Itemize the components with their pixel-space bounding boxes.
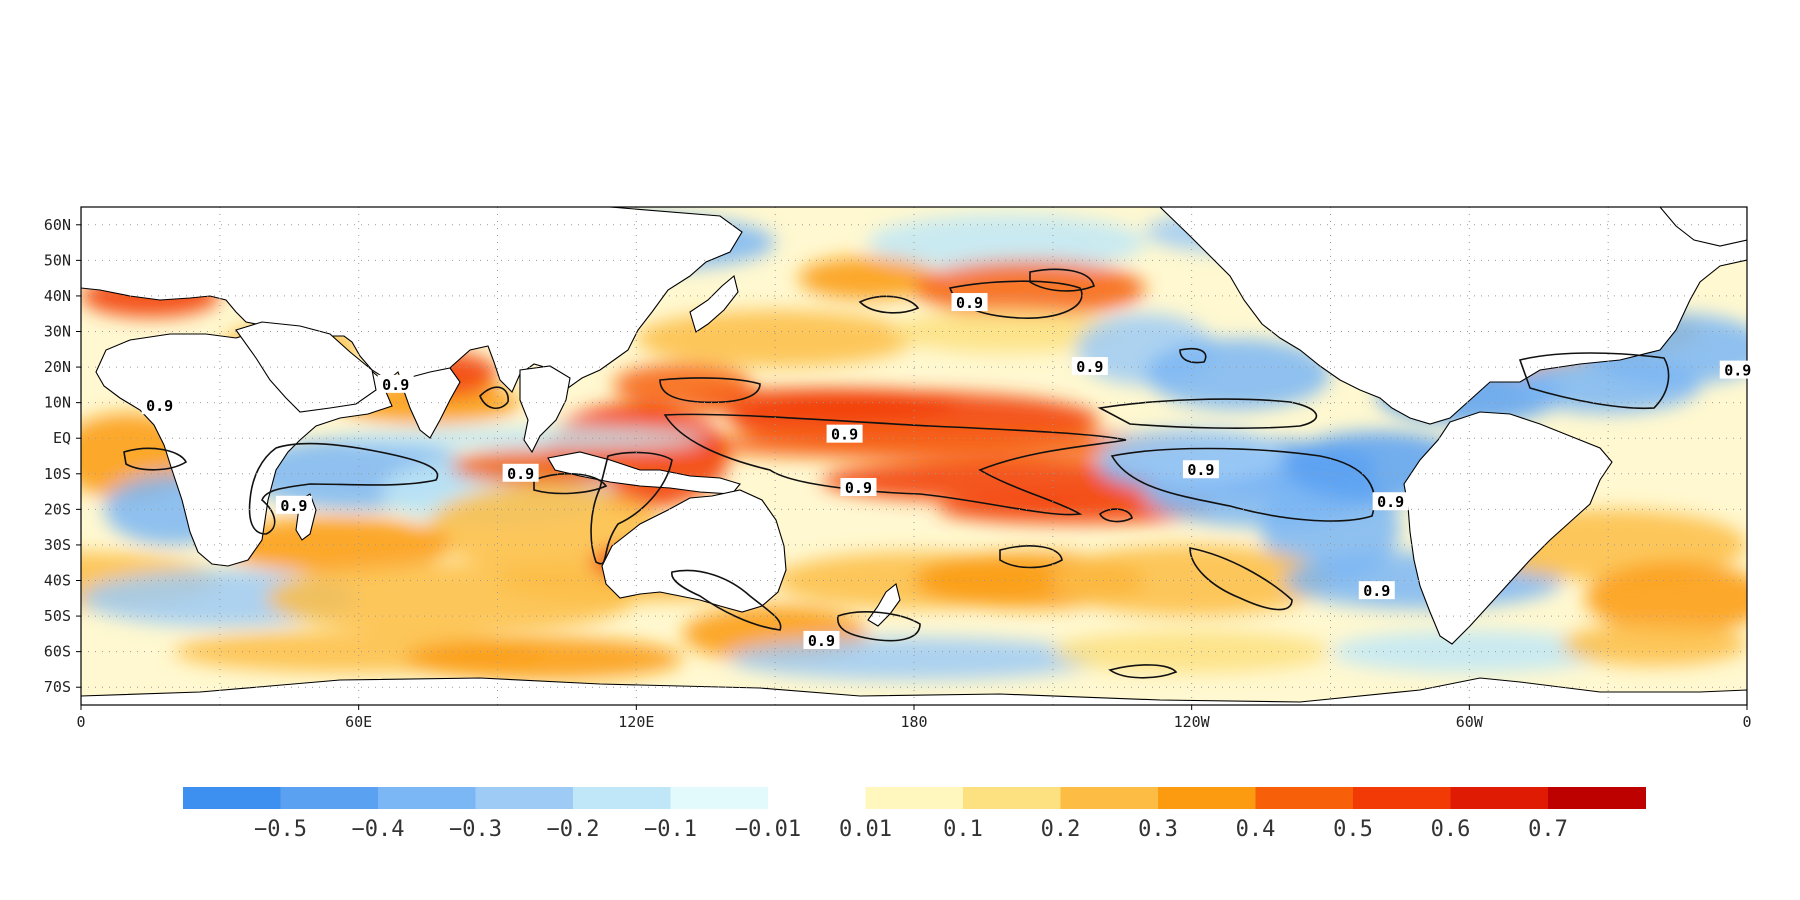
colorbar-swatch bbox=[1548, 787, 1646, 809]
contour-label: 0.9 bbox=[141, 396, 178, 415]
map-panel: 0.9 0.9 0.9 0.9 0.9 0.9 0.9 0.9 0.9 0.9 0.9 0.90.9 … bbox=[44, 206, 1756, 731]
greenland-landmass bbox=[1659, 207, 1747, 247]
contour-label: 0.9 bbox=[1358, 581, 1395, 600]
australia-landmass bbox=[601, 489, 787, 613]
new-zealand-islands bbox=[867, 583, 901, 627]
colorbar-swatch bbox=[1353, 787, 1451, 809]
lat-tick-label: 30N bbox=[44, 323, 71, 341]
contour-label: 0.9 bbox=[840, 478, 877, 497]
lat-tick-label: 50S bbox=[44, 607, 71, 625]
japan-islands bbox=[689, 275, 739, 333]
colorbar-swatch bbox=[1255, 787, 1354, 809]
longitude-axis: 0 60E 120E 180 120W 60W 0 bbox=[76, 705, 1752, 731]
lon-tick-label: 60E bbox=[345, 713, 372, 731]
colorbar-label: −0.4 bbox=[352, 817, 405, 842]
colorbar-swatch bbox=[1060, 787, 1159, 809]
continents bbox=[81, 207, 1747, 705]
svg-text:0.9: 0.9 bbox=[1363, 582, 1390, 600]
contour-label: 0.9 bbox=[1372, 492, 1409, 511]
colorbar-label: −0.2 bbox=[547, 817, 600, 842]
svg-text:0.9: 0.9 bbox=[1377, 493, 1404, 511]
lat-tick-label: 60N bbox=[44, 216, 71, 234]
colorbar-label: 0.6 bbox=[1431, 817, 1471, 842]
lat-tick-label: 30S bbox=[44, 536, 71, 554]
svg-text:0.9: 0.9 bbox=[956, 294, 983, 312]
svg-text:0.9: 0.9 bbox=[507, 465, 534, 483]
colorbar-label: −0.5 bbox=[254, 817, 307, 842]
lat-tick-label: 70S bbox=[44, 678, 71, 696]
colorbar-swatch bbox=[475, 787, 574, 809]
colorbar-label: −0.01 bbox=[735, 817, 801, 842]
lat-tick-label: 40S bbox=[44, 572, 71, 590]
contour-label: 0.9 bbox=[826, 424, 863, 444]
colorbar-swatch bbox=[1450, 787, 1549, 809]
lat-tick-label: 20S bbox=[44, 500, 71, 518]
colorbar-label: 0.1 bbox=[943, 817, 983, 842]
lat-tick-label: EQ bbox=[53, 429, 71, 447]
lat-tick-label: 40N bbox=[44, 287, 71, 305]
svg-text:0.9: 0.9 bbox=[280, 497, 307, 515]
colorbar-swatch bbox=[280, 787, 379, 809]
colorbar-label: −0.1 bbox=[644, 817, 697, 842]
contour-label: 0.9 bbox=[951, 293, 988, 312]
colorbar-swatch bbox=[865, 787, 964, 809]
colorbar-label: 0.2 bbox=[1041, 817, 1081, 842]
lon-tick-label: 120W bbox=[1174, 713, 1211, 731]
lat-tick-label: 10S bbox=[44, 465, 71, 483]
contour-lines bbox=[123, 268, 1670, 679]
contour-labels: 0.9 0.9 0.9 0.9 0.9 0.9 0.9 0.9 0.9 0.9 0.9 0.9 0.9 bbox=[141, 293, 1756, 650]
colorbar-swatch bbox=[378, 787, 476, 809]
colorbar-label: 0.5 bbox=[1333, 817, 1373, 842]
contour-label: 0.9 bbox=[803, 630, 840, 650]
lat-tick-label: 10N bbox=[44, 394, 71, 412]
south-america-landmass bbox=[1403, 411, 1613, 645]
colorbar-label: 0.01 bbox=[839, 817, 892, 842]
colorbar: −0.5 −0.4 −0.3 −0.2 −0.1 −0.01 0.01 0.1 0.2 0.3 0.… bbox=[183, 787, 1646, 842]
gridlines bbox=[80, 207, 1748, 705]
colorbar-swatch bbox=[768, 787, 866, 809]
lon-tick-label: 0 bbox=[76, 713, 85, 731]
lat-tick-label: 60S bbox=[44, 643, 71, 661]
colorbar-swatch bbox=[573, 787, 671, 809]
colorbar-label: −0.3 bbox=[449, 817, 502, 842]
svg-text:0.9: 0.9 bbox=[845, 479, 872, 497]
svg-text:0.9: 0.9 bbox=[808, 632, 835, 650]
svg-text:0.9: 0.9 bbox=[1187, 461, 1214, 479]
colorbar-swatches bbox=[183, 787, 1646, 809]
indochina-landmass bbox=[519, 365, 571, 454]
svg-text:0.9: 0.9 bbox=[1724, 362, 1751, 380]
north-america-landmass bbox=[1159, 207, 1747, 425]
contour-label: 0.9 bbox=[502, 463, 539, 483]
maritime-continent-islands bbox=[547, 451, 741, 495]
svg-text:0.9: 0.9 bbox=[382, 376, 409, 394]
india-landmass bbox=[399, 367, 461, 439]
contour-label: 0.9 bbox=[1071, 357, 1108, 376]
lat-tick-label: 50N bbox=[44, 251, 71, 269]
antarctica-coast bbox=[81, 677, 1747, 705]
svg-text:0.9: 0.9 bbox=[146, 397, 173, 415]
contour-label: 0.9 bbox=[377, 374, 414, 394]
svg-text:0.9: 0.9 bbox=[1076, 358, 1103, 376]
colorbar-label: 0.4 bbox=[1236, 817, 1276, 842]
lon-tick-label: 60W bbox=[1456, 713, 1484, 731]
latitude-axis: 60N 50N 40N 30N 20N 10N EQ 10S 20S 30S 40S 50S 60S 70… bbox=[44, 216, 81, 696]
colorbar-labels: −0.5 −0.4 −0.3 −0.2 −0.1 −0.01 0.01 0.1 0.2 0.3 0.… bbox=[254, 817, 1568, 842]
colorbar-swatch bbox=[183, 787, 281, 809]
colorbar-swatch bbox=[670, 787, 769, 809]
colorbar-label: 0.3 bbox=[1138, 817, 1178, 842]
lon-tick-label: 0 bbox=[1742, 713, 1751, 731]
contour-label: 0.9 bbox=[1182, 460, 1219, 479]
colorbar-swatch bbox=[963, 787, 1061, 809]
svg-text:0.9: 0.9 bbox=[831, 426, 858, 444]
lon-tick-label: 120E bbox=[618, 713, 654, 731]
colorbar-swatch bbox=[1158, 787, 1256, 809]
contour-label: 0.9 bbox=[275, 495, 312, 515]
contour-label: 0.9 bbox=[1719, 360, 1756, 380]
eurasia-landmass bbox=[81, 207, 743, 405]
lat-tick-label: 20N bbox=[44, 358, 71, 376]
lon-tick-label: 180 bbox=[900, 713, 927, 731]
colorbar-label: 0.7 bbox=[1528, 817, 1568, 842]
